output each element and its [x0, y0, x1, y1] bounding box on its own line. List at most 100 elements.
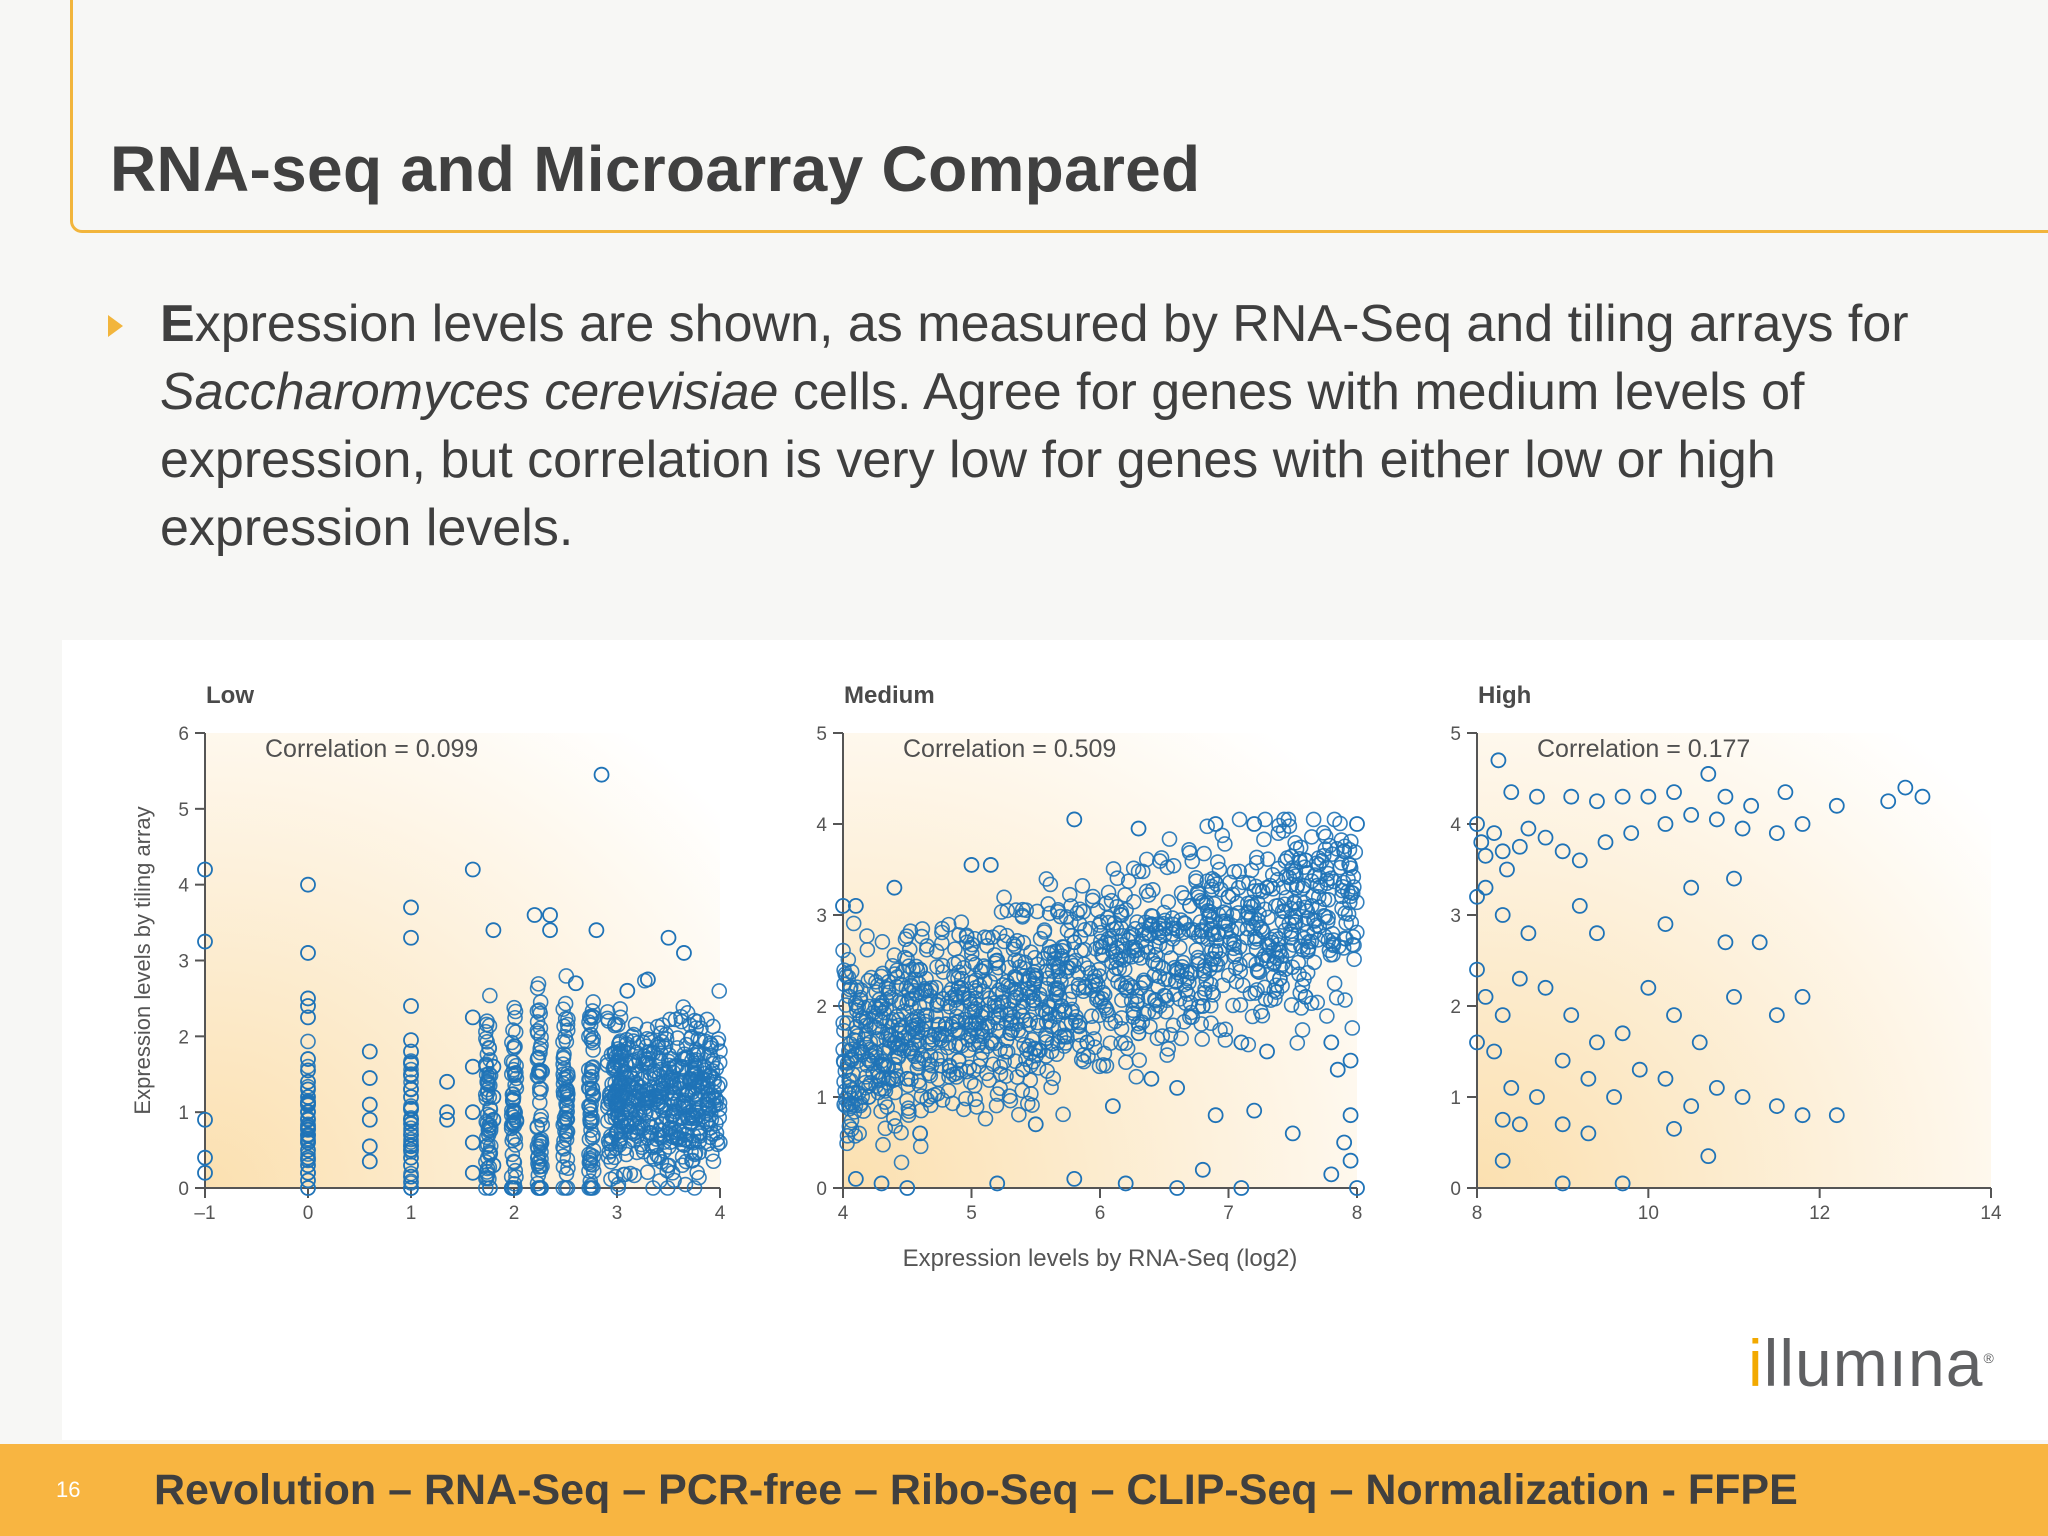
data-point [1657, 916, 1674, 932]
data-point [1691, 1034, 1708, 1051]
data-point [581, 1008, 598, 1025]
data-point [840, 951, 857, 968]
data-point [989, 1175, 1006, 1192]
data-point [505, 1092, 522, 1108]
data-point [403, 1144, 419, 1160]
data-point [1275, 879, 1292, 896]
data-point [1014, 901, 1031, 918]
data-point [1589, 925, 1605, 942]
data-point [1511, 838, 1528, 855]
data-point [872, 1057, 889, 1074]
data-point [1240, 909, 1256, 926]
data-point [638, 1038, 655, 1055]
data-point [1109, 898, 1125, 915]
data-point [1114, 992, 1130, 1008]
data-point [904, 1040, 920, 1057]
data-point [974, 1028, 991, 1045]
data-point [1153, 850, 1170, 866]
data-point [505, 1022, 521, 1038]
x-tick-label: 1 [406, 1203, 417, 1224]
data-point [1336, 1134, 1353, 1151]
data-point [1086, 1039, 1103, 1056]
data-point [1026, 1040, 1043, 1057]
data-point [963, 996, 979, 1012]
data-point [479, 1034, 495, 1050]
data-point [1075, 1047, 1092, 1063]
data-point [1199, 873, 1216, 889]
data-point [847, 898, 864, 914]
data-point [1215, 977, 1231, 994]
data-point [1130, 820, 1147, 837]
data-point [604, 1084, 620, 1100]
data-point [361, 1043, 378, 1060]
bullet-lead-letter: E [160, 295, 195, 353]
data-point [934, 924, 950, 941]
data-point [941, 1062, 958, 1079]
data-point [403, 1165, 419, 1182]
logo-letters-ll: ll [1763, 1326, 1795, 1400]
data-point [559, 1103, 575, 1120]
data-point [838, 968, 855, 984]
y-tick-label: 2 [178, 1027, 189, 1048]
data-point [876, 1057, 893, 1074]
data-point [1328, 989, 1345, 1006]
data-point [1248, 854, 1265, 871]
data-point [361, 1070, 378, 1086]
data-point [965, 1062, 982, 1079]
data-point [507, 1137, 524, 1153]
data-point [1580, 1070, 1597, 1087]
data-point [1192, 892, 1209, 909]
data-point [642, 1089, 658, 1106]
data-point [886, 1110, 902, 1127]
data-point [643, 1125, 660, 1141]
data-point [1343, 884, 1360, 901]
data-point [845, 915, 862, 932]
data-point [1240, 1036, 1257, 1053]
data-point [1100, 1006, 1117, 1023]
data-point [1150, 978, 1166, 995]
data-point [1657, 816, 1674, 832]
data-point [555, 1180, 572, 1196]
data-point [197, 1149, 213, 1166]
data-point [1095, 984, 1111, 1001]
data-point [691, 1169, 707, 1186]
data-point [1130, 1025, 1147, 1042]
data-point [1084, 892, 1101, 909]
data-point [1614, 1025, 1631, 1042]
data-point [643, 1149, 659, 1165]
data-point [877, 1120, 894, 1137]
data-point [896, 1042, 912, 1059]
data-point [836, 1022, 852, 1039]
data-point [482, 1146, 498, 1163]
data-point [636, 1105, 653, 1122]
data-point [885, 1011, 902, 1028]
data-point [403, 1043, 419, 1060]
data-point [1294, 1022, 1311, 1038]
data-point [1100, 930, 1117, 947]
data-point [692, 1125, 708, 1142]
data-point [1100, 884, 1117, 901]
data-point [977, 1110, 994, 1127]
data-point [858, 1013, 875, 1030]
data-point [300, 1078, 316, 1095]
data-point [1897, 779, 1914, 796]
data-point [613, 1045, 629, 1062]
data-point [557, 1028, 573, 1045]
data-point [1140, 887, 1157, 903]
data-point [893, 1124, 909, 1141]
data-point [898, 980, 915, 996]
data-point [478, 1154, 494, 1170]
data-point [1128, 1068, 1145, 1085]
data-point [840, 1085, 857, 1102]
data-point [679, 1005, 696, 1021]
data-point [506, 1175, 523, 1192]
data-point [1210, 924, 1227, 941]
data-point [1082, 920, 1099, 937]
data-point [585, 1180, 601, 1196]
data-point [884, 957, 901, 974]
data-point [1571, 898, 1588, 914]
data-point [403, 1068, 419, 1084]
data-point [479, 1115, 495, 1132]
logo-registered-mark: ® [1983, 1350, 1995, 1366]
